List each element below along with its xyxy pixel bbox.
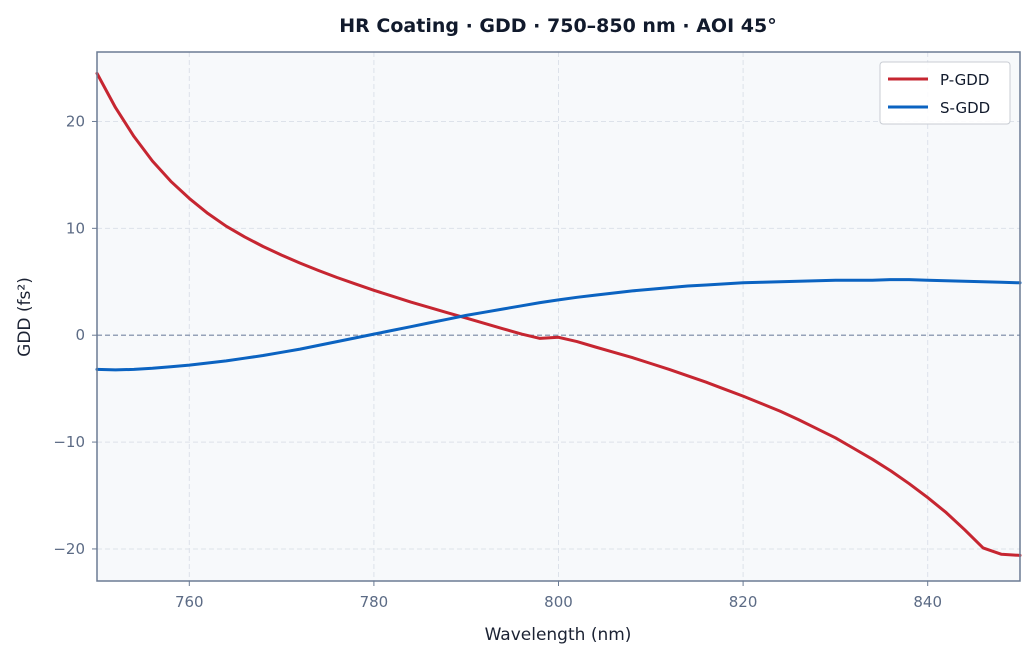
y-tick-label: −10 [53,433,85,451]
legend-label-p-gdd: P-GDD [940,71,989,89]
y-axis: −20 −10 0 10 20 [53,112,97,558]
x-tick-label: 760 [175,593,204,611]
series-line-s-gdd [95,278,1022,372]
legend-label-s-gdd: S-GDD [940,99,990,117]
x-tick-label: 840 [913,593,942,611]
y-tick-label: 20 [66,112,85,130]
y-tick-label: −20 [53,540,85,558]
x-tick-label: 780 [360,593,389,611]
x-tick-label: 820 [729,593,758,611]
legend: P-GDD S-GDD [879,61,1011,125]
x-axis-label: Wavelength (nm) [485,625,632,645]
x-axis: 760 780 800 820 840 [175,581,942,611]
y-axis-label: GDD (fs²) [15,277,35,357]
series-line-p-gdd [95,71,1022,557]
chart-title: HR Coating · GDD · 750–850 nm · AOI 45° [339,15,776,37]
y-tick-label: 0 [75,326,85,344]
x-tick-label: 800 [544,593,573,611]
y-tick-label: 10 [66,219,85,237]
series-layer [95,71,1022,557]
